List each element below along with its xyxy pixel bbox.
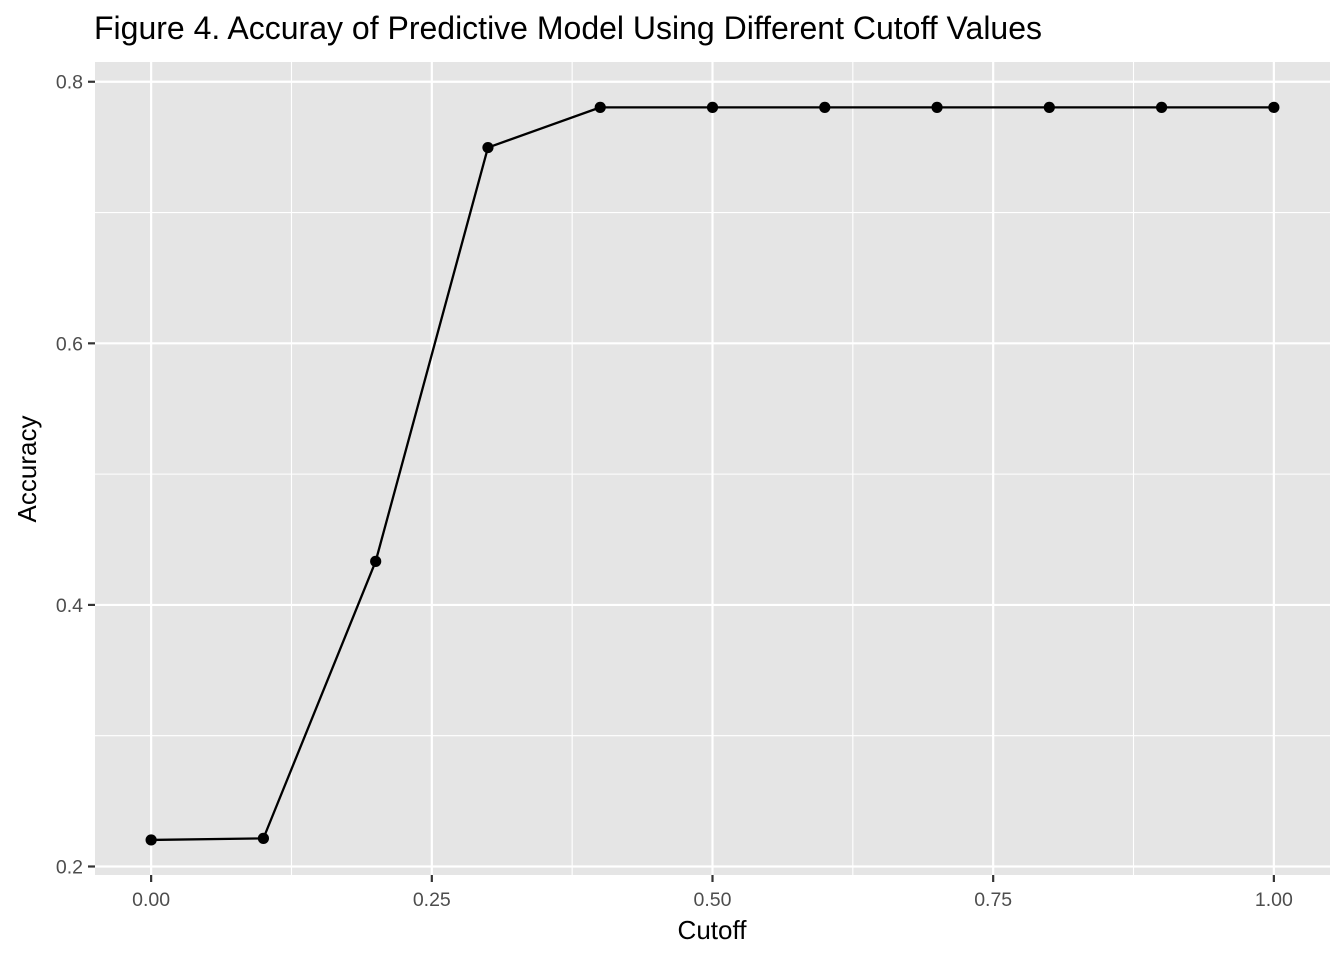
y-tick-label: 0.2 [56,856,83,878]
data-point [706,101,719,113]
data-point [1155,101,1168,113]
y-axis-ticks: 0.2 0.4 0.6 0.8 [56,72,95,878]
data-point [145,834,157,846]
major-gridlines [95,62,1330,875]
data-point [931,101,943,113]
data-point [819,101,831,113]
y-tick-label: 0.6 [56,333,83,355]
chart-title: Figure 4. Accuray of Predictive Model Us… [94,10,1042,46]
data-point [482,141,494,154]
x-axis-ticks: 0.00 0.25 0.50 0.75 1.00 [132,875,1293,911]
y-tick-label: 0.4 [56,595,83,617]
x-tick-label: 1.00 [1255,889,1293,911]
x-axis-title: Cutoff [678,915,748,945]
x-tick-label: 0.50 [694,889,732,911]
x-tick-label: 0.75 [974,889,1012,911]
series-layer [145,101,1280,846]
y-axis-title: Accuracy [12,416,42,523]
data-point [594,101,606,113]
data-point [1268,101,1280,113]
x-tick-label: 0.25 [413,889,451,911]
y-tick-label: 0.8 [56,72,83,94]
data-point [1043,101,1055,113]
data-point [370,555,382,567]
x-tick-label: 0.00 [132,889,170,911]
data-point [257,832,270,844]
